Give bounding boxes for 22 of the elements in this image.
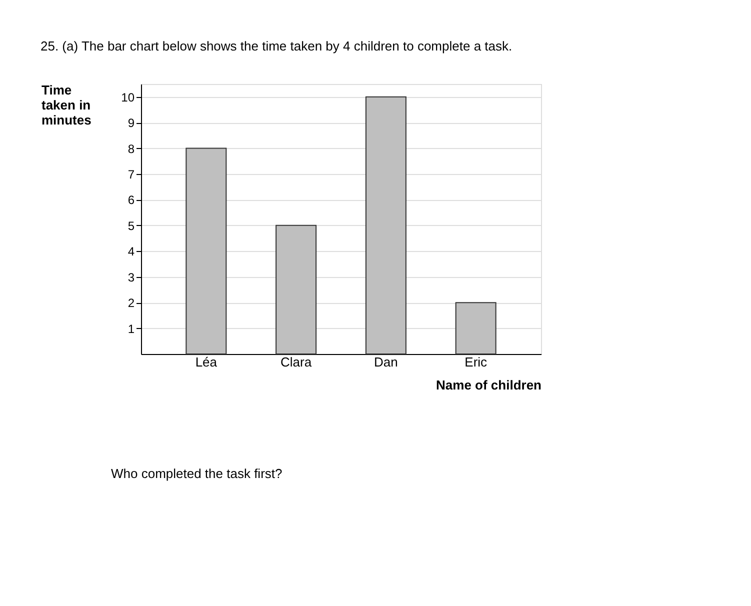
bar	[186, 148, 227, 354]
y-tick-label: 6	[128, 193, 135, 208]
y-tick-label: 3	[128, 270, 135, 284]
bar	[455, 302, 496, 354]
y-tick-label: 8	[128, 142, 135, 156]
x-axis-title: Name of children	[436, 378, 542, 392]
bar	[276, 224, 317, 354]
text: Who completed the task first?	[111, 466, 282, 481]
x-tick-label: Dan	[374, 354, 398, 370]
y-tick-label: 2	[128, 296, 135, 310]
y-axis-title: Time taken in minutes	[42, 82, 92, 128]
y-tick-label: 5	[128, 218, 135, 233]
y-tick-label: 9	[128, 116, 135, 130]
y-tick-label: 7	[128, 168, 135, 182]
x-tick-label: Léa	[195, 354, 218, 370]
x-tick-label: Clara	[280, 354, 312, 370]
y-tick-label: 4	[128, 244, 135, 259]
bar	[365, 96, 406, 354]
x-tick-label: Eric	[464, 354, 488, 370]
chart-title: 25. (a) The bar chart below shows the time taken by 4 children to complete a task.	[40, 38, 512, 54]
y-tick-label: 1	[128, 322, 135, 336]
y-tick-label: 10	[121, 90, 135, 104]
